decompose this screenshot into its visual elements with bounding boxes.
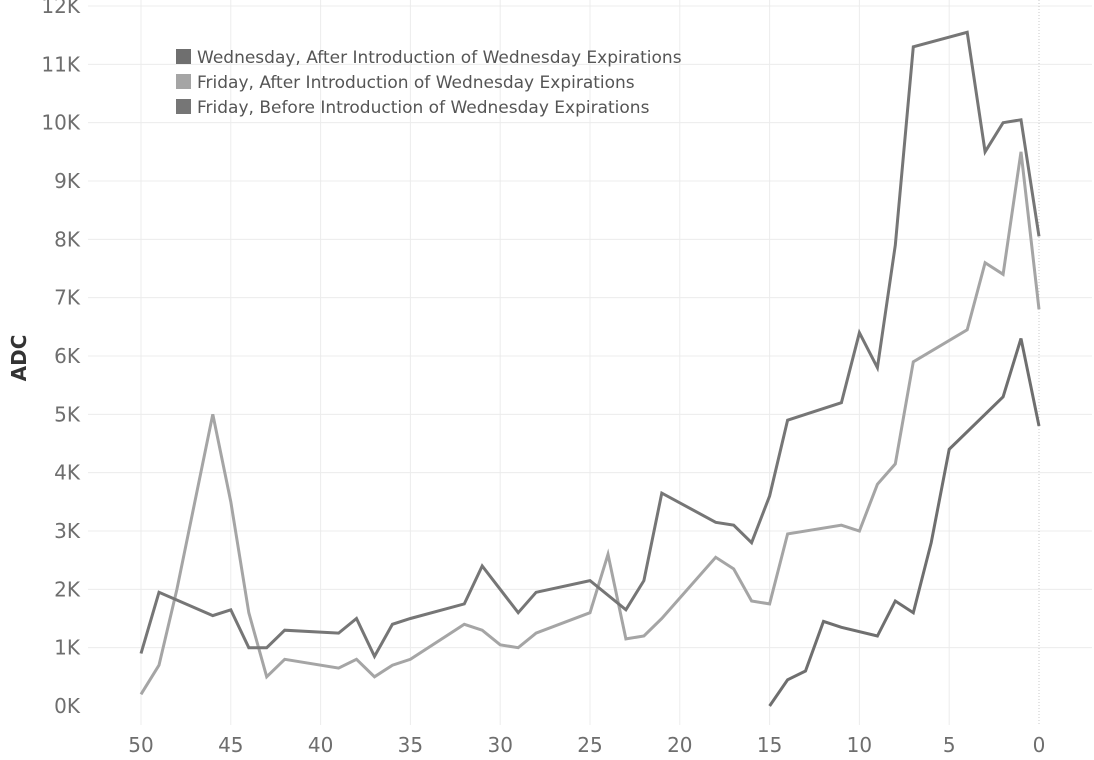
y-tick-label: 6K	[54, 344, 81, 368]
x-tick-label: 50	[128, 733, 153, 757]
x-tick-label: 40	[308, 733, 333, 757]
x-tick-label: 0	[1033, 733, 1046, 757]
x-axis-ticks: 50 45 40 35 30 25 20 15 10 5 0	[128, 733, 1045, 757]
y-tick-label: 10K	[41, 111, 80, 135]
y-axis-ticks: 0K 1K 2K 3K 4K 5K 6K 7K 8K 9K 10K 11K 12K	[41, 0, 80, 718]
legend-swatch	[176, 49, 191, 64]
legend-swatch	[176, 99, 191, 114]
legend-label: Friday, After Introduction of Wednesday …	[197, 73, 635, 93]
x-tick-label: 20	[667, 733, 692, 757]
y-tick-label: 1K	[54, 636, 81, 660]
gridlines	[88, 0, 1092, 725]
legend-swatch	[176, 74, 191, 89]
x-tick-label: 30	[487, 733, 512, 757]
x-tick-label: 35	[398, 733, 423, 757]
series-lines	[139, 30, 1041, 707]
series-line-friday-after-introduction-of-wednesday-expirations	[139, 151, 1041, 696]
y-tick-label: 5K	[54, 402, 81, 426]
y-tick-label: 7K	[54, 286, 81, 310]
y-tick-label: 11K	[41, 52, 80, 76]
y-tick-label: 8K	[54, 227, 81, 251]
x-tick-label: 25	[577, 733, 602, 757]
x-tick-label: 45	[218, 733, 243, 757]
series-line-wednesday-after-introduction-of-wednesday-expirations	[768, 338, 1041, 707]
y-tick-label: 9K	[54, 169, 81, 193]
legend: Wednesday, After Introduction of Wednesd…	[176, 48, 682, 118]
series-line-friday-before-introduction-of-wednesday-expirations	[139, 30, 1041, 660]
y-tick-label: 0K	[54, 694, 81, 718]
legend-label: Friday, Before Introduction of Wednesday…	[197, 98, 650, 118]
y-tick-label: 12K	[41, 0, 80, 18]
x-tick-label: 10	[847, 733, 872, 757]
y-axis-label: ADC	[7, 335, 31, 382]
y-tick-label: 4K	[54, 461, 81, 485]
x-tick-label: 15	[757, 733, 782, 757]
x-tick-label: 5	[943, 733, 956, 757]
y-tick-label: 2K	[54, 577, 81, 601]
y-tick-label: 3K	[54, 519, 81, 543]
legend-label: Wednesday, After Introduction of Wednesd…	[197, 48, 682, 68]
